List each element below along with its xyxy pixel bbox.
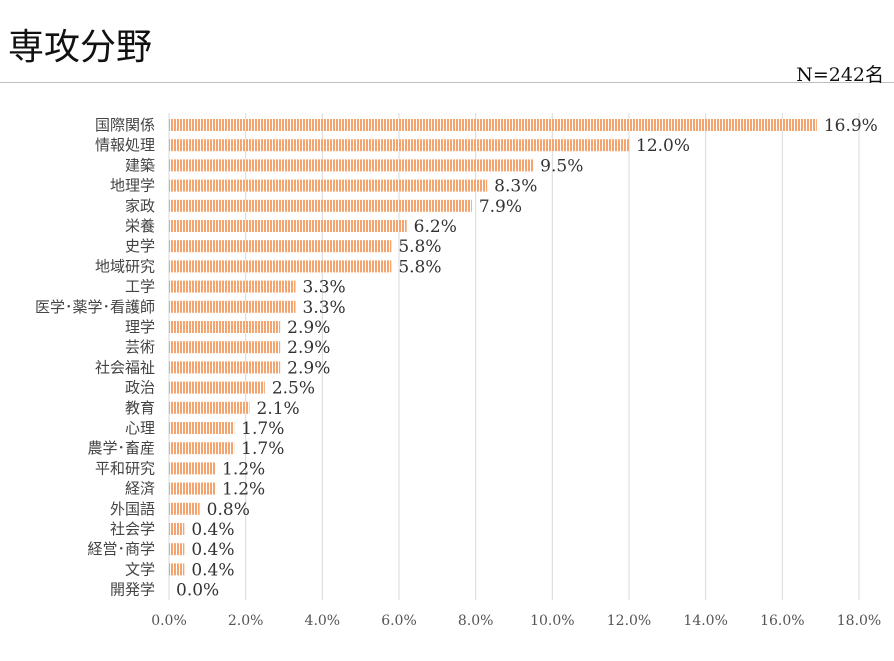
category-label: 社会学 (110, 520, 155, 538)
category-label: 医学･薬学･看護師 (35, 298, 155, 316)
bar (169, 220, 407, 232)
category-label: 外国語 (110, 500, 155, 518)
x-tick-label: 14.0% (683, 613, 727, 629)
category-label: 地域研究 (95, 257, 155, 275)
data-label: 7.9% (479, 197, 522, 217)
bar (169, 240, 392, 253)
bar (169, 482, 215, 495)
data-label: 0.0% (176, 581, 219, 601)
data-label: 5.8% (398, 257, 441, 277)
bar (169, 260, 392, 273)
category-label: 教育 (125, 399, 155, 417)
x-tick-label: 18.0% (837, 613, 881, 629)
category-label: 心理 (125, 419, 155, 437)
x-tick-label: 16.0% (760, 613, 804, 629)
sample-size-label: N=242名 (796, 64, 884, 86)
category-label: 栄養 (125, 217, 155, 235)
bar (169, 422, 235, 434)
x-tick-label: 2.0% (228, 613, 264, 629)
bar (169, 361, 281, 374)
category-label: 農学･畜産 (87, 439, 155, 457)
data-label: 2.9% (287, 338, 330, 358)
x-tick-label: 12.0% (607, 613, 651, 629)
data-label: 0.4% (191, 520, 234, 540)
bar (169, 442, 235, 455)
data-label: 1.2% (222, 459, 265, 479)
data-label: 2.9% (287, 318, 330, 338)
chart-title: 専攻分野 (8, 27, 153, 68)
data-label: 1.7% (241, 419, 284, 439)
bar (169, 341, 281, 354)
data-label: 0.4% (191, 540, 234, 560)
bar (169, 502, 200, 515)
category-label: 政治 (125, 379, 155, 397)
bar (169, 401, 250, 414)
data-label: 2.1% (257, 399, 300, 419)
data-label: 1.2% (222, 480, 265, 500)
data-label: 3.3% (303, 298, 346, 318)
category-label: 地理学 (110, 177, 155, 195)
data-label: 1.7% (241, 439, 284, 459)
data-label: 0.8% (207, 500, 250, 520)
bar (169, 462, 215, 475)
category-label: 社会福祉 (95, 358, 155, 376)
data-label: 3.3% (303, 278, 346, 298)
data-label: 0.4% (191, 560, 234, 580)
bar (169, 159, 534, 172)
bar (169, 321, 281, 333)
category-label: 史学 (125, 237, 155, 255)
bar (169, 563, 185, 576)
x-tick-label: 10.0% (530, 613, 574, 629)
data-label: 8.3% (494, 177, 537, 197)
category-label: 家政 (125, 197, 155, 215)
category-label: 開発学 (110, 581, 155, 599)
x-tick-label: 8.0% (458, 613, 494, 629)
category-label: 経済 (125, 480, 155, 498)
bar (169, 381, 265, 394)
bar (169, 199, 472, 212)
bar (169, 543, 185, 556)
data-label: 16.9% (824, 116, 878, 136)
category-label: 文学 (125, 560, 155, 578)
x-tick-label: 6.0% (381, 613, 417, 629)
data-label: 6.2% (414, 217, 457, 237)
bar (169, 139, 629, 152)
bar (169, 523, 185, 535)
bar (169, 280, 296, 293)
category-label: 国際関係 (95, 116, 155, 134)
category-label: 理学 (125, 318, 155, 336)
category-label: 経営･商学 (87, 540, 155, 558)
data-label: 12.0% (636, 136, 690, 156)
bar (169, 300, 296, 313)
x-tick-label: 4.0% (305, 613, 341, 629)
category-label: 工学 (125, 278, 155, 296)
category-label: 平和研究 (95, 459, 155, 477)
data-label: 5.8% (398, 237, 441, 257)
title-divider (0, 82, 894, 83)
category-label: 情報処理 (95, 136, 155, 154)
bar (169, 179, 488, 192)
x-tick-label: 0.0% (151, 613, 187, 629)
category-label: 芸術 (125, 338, 155, 356)
bar (169, 119, 817, 131)
data-label: 2.9% (287, 358, 330, 378)
category-label: 建築 (125, 156, 155, 174)
data-label: 9.5% (540, 156, 583, 176)
data-label: 2.5% (272, 379, 315, 399)
